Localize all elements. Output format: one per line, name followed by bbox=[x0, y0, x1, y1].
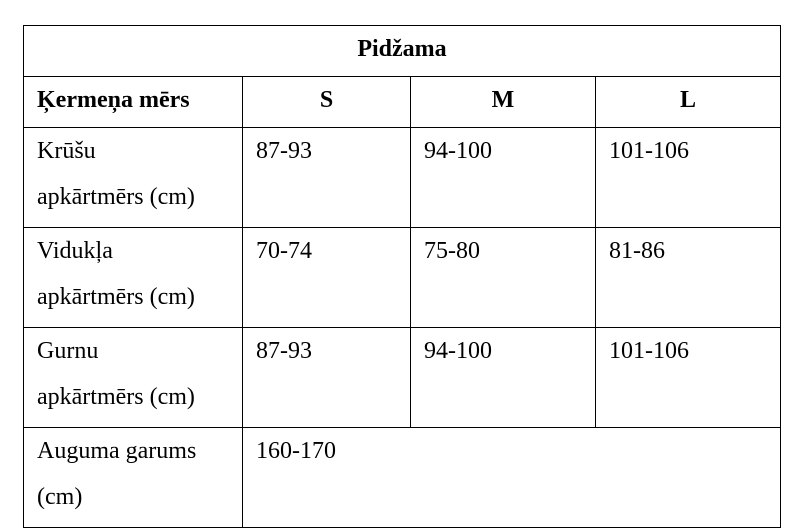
header-cell: L bbox=[594, 76, 782, 128]
cell: 101-106 bbox=[594, 127, 782, 228]
header-cell: S bbox=[242, 76, 411, 128]
row: Vidukļa apkārtmērs (cm) 70-74 75-80 81-86 bbox=[23, 227, 782, 328]
cell: 70-74 bbox=[242, 227, 411, 328]
label-line: (cm) bbox=[37, 484, 83, 510]
cell: 160-170 bbox=[241, 427, 782, 528]
row: Krūšu apkārtmērs (cm) 87-93 94-100 101-10… bbox=[23, 127, 782, 228]
label-line: apkārtmērs (cm) bbox=[37, 284, 195, 310]
cell: 87-93 bbox=[242, 327, 411, 428]
cell: 75-80 bbox=[410, 227, 596, 328]
row: Gurnu apkārtmērs (cm) 87-93 94-100 101-10… bbox=[23, 327, 782, 428]
cell: 101-106 bbox=[594, 327, 782, 428]
label-line: Gurnu bbox=[37, 338, 99, 364]
label-cell: Vidukļa apkārtmērs (cm) bbox=[23, 227, 243, 328]
header-row: Ķermeņa mērs S M L bbox=[23, 76, 782, 128]
label-line: Vidukļa bbox=[37, 238, 113, 264]
cell: 87-93 bbox=[242, 127, 411, 228]
size-table: Pidžama Ķermeņa mērs S M L Krūšu apkārtmē… bbox=[22, 25, 782, 528]
row: Auguma garums (cm) 160-170 bbox=[23, 427, 782, 528]
table-title: Pidžama bbox=[22, 25, 782, 77]
title-row: Pidžama bbox=[22, 25, 782, 77]
cell: 94-100 bbox=[410, 327, 596, 428]
label-cell: Auguma garums (cm) bbox=[23, 427, 243, 528]
label-line: apkārtmērs (cm) bbox=[37, 384, 195, 410]
cell: 81-86 bbox=[594, 227, 782, 328]
label-cell: Krūšu apkārtmērs (cm) bbox=[23, 127, 243, 228]
header-cell: Ķermeņa mērs bbox=[23, 76, 243, 128]
label-line: Auguma garums bbox=[37, 438, 197, 464]
label-cell: Gurnu apkārtmērs (cm) bbox=[23, 327, 243, 428]
label-line: apkārtmērs (cm) bbox=[37, 184, 195, 210]
label-line: Krūšu bbox=[37, 138, 96, 164]
header-cell: M bbox=[410, 76, 596, 128]
cell: 94-100 bbox=[410, 127, 596, 228]
